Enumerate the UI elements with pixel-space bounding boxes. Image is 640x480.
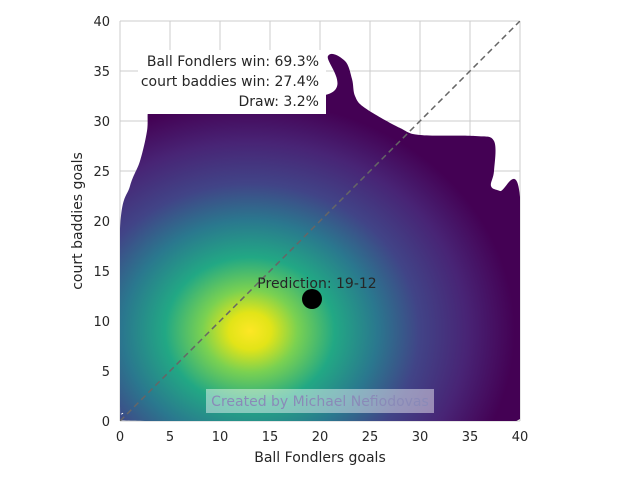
prediction-label: Prediction: 19-12 — [257, 276, 376, 292]
y-tick-label: 40 — [93, 15, 110, 30]
probability-box: Ball Fondlers win: 69.3% court baddies w… — [138, 50, 326, 114]
x-tick-label: 30 — [412, 430, 429, 445]
x-tick-label: 35 — [462, 430, 479, 445]
watermark: Created by Michael Nefiodovas — [206, 389, 434, 413]
x-tick-label: 5 — [166, 430, 174, 445]
x-tick-label: 15 — [262, 430, 279, 445]
y-axis-ticks: 0 5 10 15 20 25 30 35 40 — [93, 15, 110, 430]
prob-home-win: Ball Fondlers win: 69.3% — [147, 54, 319, 70]
watermark-text: Created by Michael Nefiodovas — [211, 394, 429, 410]
diagonal-line — [120, 21, 520, 421]
x-axis-ticks: 0 5 10 15 20 25 30 35 40 — [116, 430, 528, 445]
x-tick-label: 10 — [212, 430, 229, 445]
y-tick-label: 0 — [102, 415, 110, 430]
y-tick-label: 35 — [93, 65, 110, 80]
x-axis-label: Ball Fondlers goals — [254, 450, 386, 466]
prediction-point — [302, 289, 322, 309]
y-axis-label: court baddies goals — [70, 152, 86, 290]
y-tick-label: 10 — [93, 315, 110, 330]
y-tick-label: 5 — [102, 365, 110, 380]
y-tick-label: 15 — [93, 265, 110, 280]
y-tick-label: 20 — [93, 215, 110, 230]
x-tick-label: 0 — [116, 430, 124, 445]
x-tick-label: 20 — [312, 430, 329, 445]
x-tick-label: 25 — [362, 430, 379, 445]
prob-draw: Draw: 3.2% — [238, 94, 319, 110]
y-tick-label: 30 — [93, 115, 110, 130]
density-region — [120, 53, 520, 421]
x-tick-label: 40 — [512, 430, 529, 445]
prob-away-win: court baddies win: 27.4% — [141, 74, 319, 90]
y-tick-label: 25 — [93, 165, 110, 180]
